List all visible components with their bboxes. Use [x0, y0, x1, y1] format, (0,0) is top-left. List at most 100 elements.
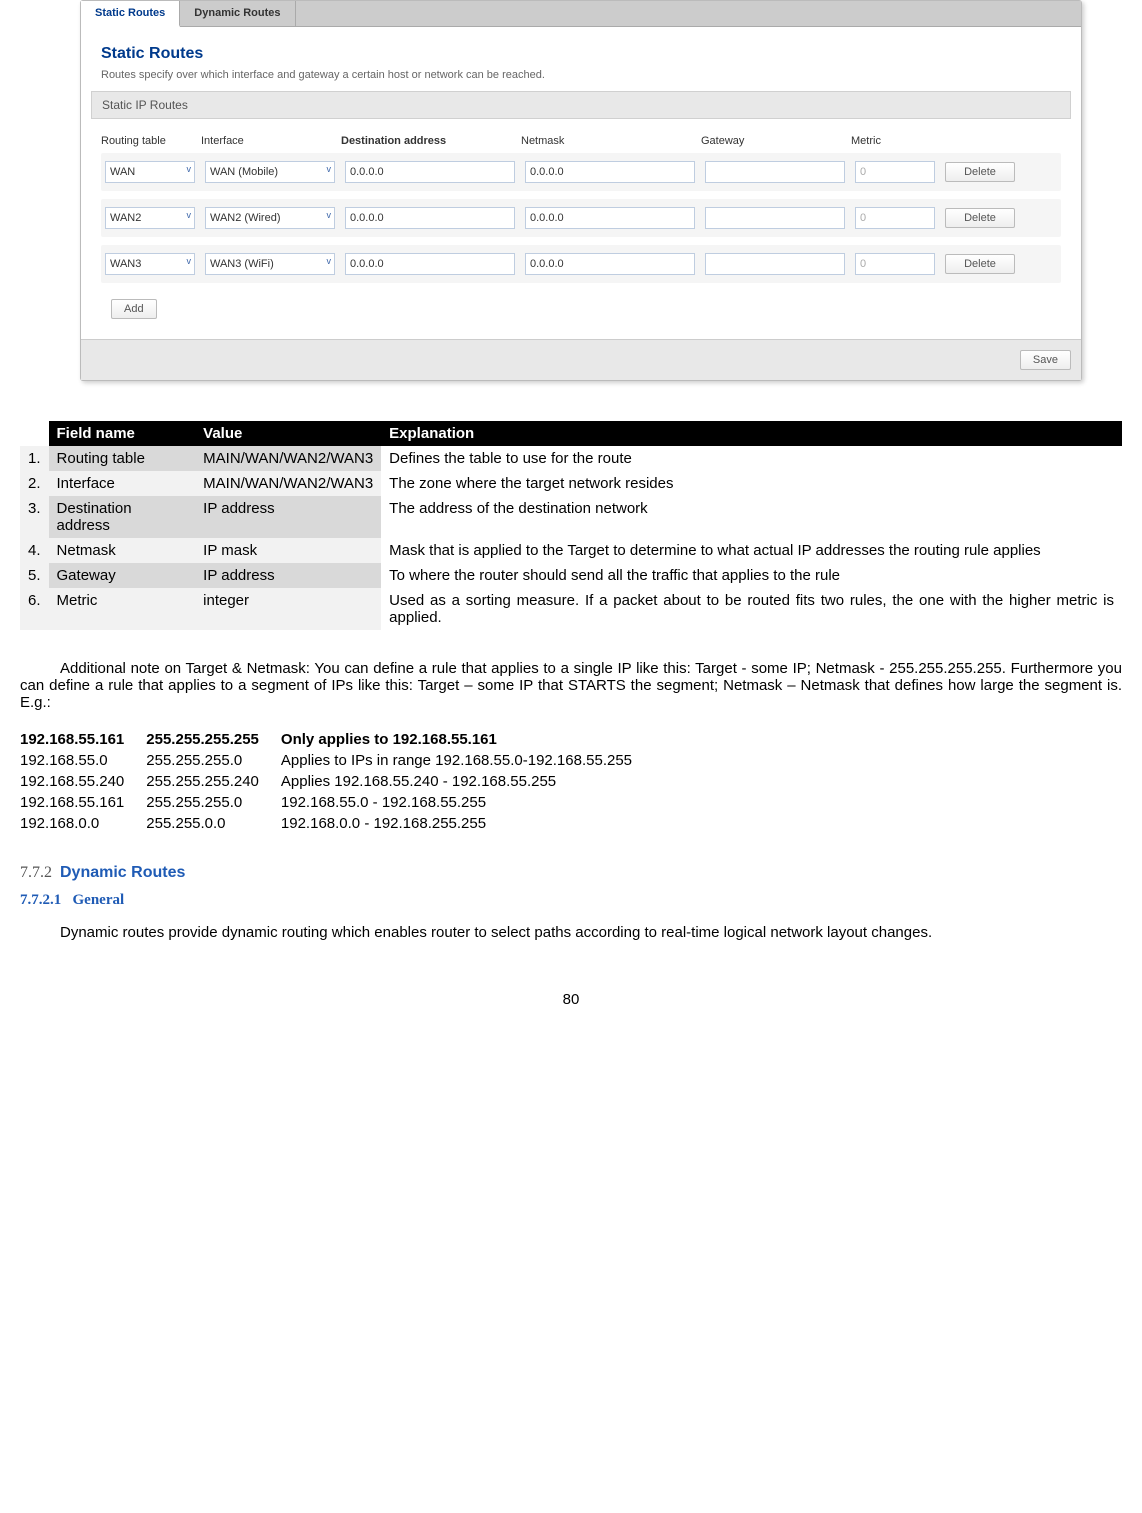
- col-netmask: Netmask: [521, 135, 691, 147]
- example-mask: 255.255.0.0: [146, 813, 281, 834]
- example-desc: 192.168.0.0 - 192.168.255.255: [281, 813, 654, 834]
- section-heading: 7.7.2 Dynamic Routes: [20, 864, 1122, 882]
- tab-dynamic-routes[interactable]: Dynamic Routes: [180, 1, 295, 26]
- field-name: Destination address: [49, 496, 196, 538]
- field-row: 5.GatewayIP addressTo where the router s…: [20, 563, 1122, 588]
- field-index: 6.: [20, 588, 49, 630]
- field-row: 1.Routing tableMAIN/WAN/WAN2/WAN3Defines…: [20, 446, 1122, 471]
- col-gateway: Gateway: [701, 135, 841, 147]
- field-row: 2.InterfaceMAIN/WAN/WAN2/WAN3The zone wh…: [20, 471, 1122, 496]
- grid-header: Routing table Interface Destination addr…: [101, 129, 1061, 153]
- field-value: IP address: [195, 496, 381, 538]
- field-explanation: Used as a sorting measure. If a packet a…: [381, 588, 1122, 630]
- subsection-heading: 7.7.2.1 General: [20, 892, 1122, 909]
- netmask-input[interactable]: [525, 207, 695, 229]
- field-name: Metric: [49, 588, 196, 630]
- field-explanation: To where the router should send all the …: [381, 563, 1122, 588]
- router-config-panel: Static Routes Dynamic Routes Static Rout…: [80, 0, 1082, 381]
- field-value: integer: [195, 588, 381, 630]
- add-button[interactable]: Add: [111, 299, 157, 319]
- routing-table-select[interactable]: [105, 161, 195, 183]
- field-name: Routing table: [49, 446, 196, 471]
- section-title: Dynamic Routes: [60, 864, 185, 881]
- netmask-input[interactable]: [525, 161, 695, 183]
- example-row: 192.168.55.0255.255.255.0Applies to IPs …: [20, 750, 654, 771]
- field-row: 6.MetricintegerUsed as a sorting measure…: [20, 588, 1122, 630]
- field-explanation: The address of the destination network: [381, 496, 1122, 538]
- route-row: Delete: [101, 245, 1061, 283]
- example-mask: 255.255.255.0: [146, 750, 281, 771]
- example-desc: Applies 192.168.55.240 - 192.168.55.255: [281, 771, 654, 792]
- tab-bar: Static Routes Dynamic Routes: [81, 1, 1081, 27]
- destination-input[interactable]: [345, 161, 515, 183]
- metric-input[interactable]: [855, 253, 935, 275]
- metric-input[interactable]: [855, 161, 935, 183]
- field-value: IP mask: [195, 538, 381, 563]
- th-explanation: Explanation: [381, 421, 1122, 446]
- save-button[interactable]: Save: [1020, 350, 1071, 370]
- field-index: 5.: [20, 563, 49, 588]
- field-name: Netmask: [49, 538, 196, 563]
- delete-button[interactable]: Delete: [945, 208, 1015, 228]
- example-desc: Applies to IPs in range 192.168.55.0-192…: [281, 750, 654, 771]
- interface-select[interactable]: [205, 161, 335, 183]
- example-ip: 192.168.55.240: [20, 771, 146, 792]
- field-value: MAIN/WAN/WAN2/WAN3: [195, 446, 381, 471]
- example-row: 192.168.0.0255.255.0.0192.168.0.0 - 192.…: [20, 813, 654, 834]
- example-ip: 192.168.55.0: [20, 750, 146, 771]
- destination-input[interactable]: [345, 207, 515, 229]
- field-explanation: Defines the table to use for the route: [381, 446, 1122, 471]
- gateway-input[interactable]: [705, 207, 845, 229]
- th-blank: [20, 421, 49, 446]
- col-destination: Destination address: [341, 135, 511, 147]
- col-metric: Metric: [851, 135, 931, 147]
- panel-title: Static Routes: [101, 45, 1061, 63]
- field-index: 3.: [20, 496, 49, 538]
- th-value: Value: [195, 421, 381, 446]
- example-row: 192.168.55.240255.255.255.240Applies 192…: [20, 771, 654, 792]
- field-index: 4.: [20, 538, 49, 563]
- example-mask: 255.255.255.255: [146, 729, 281, 750]
- metric-input[interactable]: [855, 207, 935, 229]
- additional-note: Additional note on Target & Netmask: You…: [20, 660, 1122, 711]
- col-interface: Interface: [201, 135, 331, 147]
- delete-button[interactable]: Delete: [945, 254, 1015, 274]
- field-value: IP address: [195, 563, 381, 588]
- section-header: Static IP Routes: [91, 91, 1071, 119]
- netmask-input[interactable]: [525, 253, 695, 275]
- field-name: Interface: [49, 471, 196, 496]
- example-desc: 192.168.55.0 - 192.168.55.255: [281, 792, 654, 813]
- routing-table-select[interactable]: [105, 207, 195, 229]
- example-ip: 192.168.55.161: [20, 729, 146, 750]
- field-row: 3.Destination addressIP addressThe addre…: [20, 496, 1122, 538]
- page-number: 80: [20, 991, 1122, 1008]
- destination-input[interactable]: [345, 253, 515, 275]
- gateway-input[interactable]: [705, 161, 845, 183]
- panel-description: Routes specify over which interface and …: [101, 69, 1061, 81]
- field-explanation: The zone where the target network reside…: [381, 471, 1122, 496]
- col-routing-table: Routing table: [101, 135, 191, 147]
- section-number: 7.7.2: [20, 864, 52, 881]
- subsection-title: General: [73, 892, 125, 908]
- example-row: 192.168.55.161255.255.255.0192.168.55.0 …: [20, 792, 654, 813]
- example-ip: 192.168.0.0: [20, 813, 146, 834]
- example-row: 192.168.55.161255.255.255.255Only applie…: [20, 729, 654, 750]
- route-row: Delete: [101, 153, 1061, 191]
- field-value: MAIN/WAN/WAN2/WAN3: [195, 471, 381, 496]
- route-row: Delete: [101, 199, 1061, 237]
- tab-static-routes[interactable]: Static Routes: [81, 1, 180, 27]
- subsection-number: 7.7.2.1: [20, 892, 61, 908]
- gateway-input[interactable]: [705, 253, 845, 275]
- field-index: 2.: [20, 471, 49, 496]
- interface-select[interactable]: [205, 253, 335, 275]
- field-row: 4.NetmaskIP maskMask that is applied to …: [20, 538, 1122, 563]
- example-mask: 255.255.255.240: [146, 771, 281, 792]
- interface-select[interactable]: [205, 207, 335, 229]
- routing-table-select[interactable]: [105, 253, 195, 275]
- example-desc: Only applies to 192.168.55.161: [281, 729, 654, 750]
- field-definition-table: Field name Value Explanation 1.Routing t…: [20, 421, 1122, 630]
- example-mask: 255.255.255.0: [146, 792, 281, 813]
- paragraph-text: Dynamic routes provide dynamic routing w…: [20, 924, 1122, 941]
- field-index: 1.: [20, 446, 49, 471]
- delete-button[interactable]: Delete: [945, 162, 1015, 182]
